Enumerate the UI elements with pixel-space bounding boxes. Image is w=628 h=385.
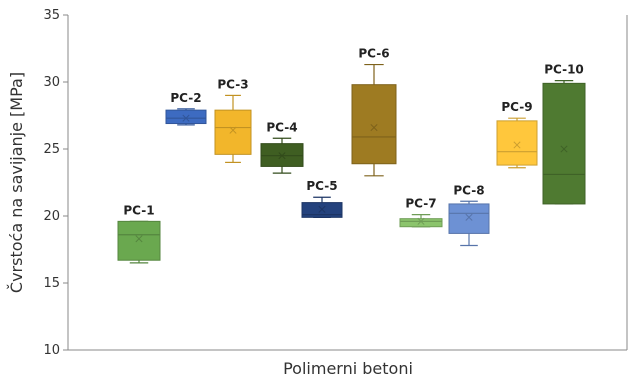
iqr-box (542, 82, 586, 205)
mean-marker (370, 124, 378, 132)
mean-marker (229, 126, 237, 134)
box-label: PC-2 (170, 91, 201, 105)
box-pc-7: PC-7 (399, 197, 443, 228)
box-pc-9: PC-9 (496, 100, 538, 169)
box-pc-3: PC-3 (214, 77, 252, 163)
mean-marker (513, 141, 521, 149)
box-pc-6: PC-6 (351, 47, 397, 177)
mean-marker (135, 235, 143, 243)
iqr-box (399, 218, 443, 228)
box-label: PC-5 (306, 179, 337, 193)
y-tick-label: 15 (43, 276, 60, 291)
box-label: PC-4 (266, 120, 297, 134)
box-label: PC-1 (123, 203, 154, 217)
box-label: PC-8 (453, 183, 484, 197)
mean-marker (182, 114, 190, 122)
box-label: PC-10 (544, 63, 584, 77)
mean-marker (560, 145, 568, 153)
iqr-box (165, 109, 207, 125)
mean-marker (278, 152, 286, 160)
mean-marker (417, 217, 425, 225)
y-tick-label: 20 (43, 209, 60, 224)
mean-marker (318, 205, 326, 213)
y-tick-label: 35 (43, 8, 60, 23)
x-axis-title: Polimerni betoni (283, 359, 413, 378)
box-label: PC-6 (358, 47, 389, 61)
iqr-box (117, 220, 161, 261)
y-tick-label: 10 (43, 343, 60, 358)
y-tick-label: 25 (43, 142, 60, 157)
box-pc-8: PC-8 (448, 183, 490, 247)
iqr-box (448, 203, 490, 234)
iqr-box (496, 120, 538, 166)
box-label: PC-7 (405, 197, 436, 211)
box-label: PC-9 (501, 100, 532, 114)
y-axis-title: Čvrstoća na savijanje [MPa] (7, 72, 26, 293)
box-pc-2: PC-2 (165, 91, 207, 126)
box-label: PC-3 (217, 77, 248, 91)
box-pc-10: PC-10 (542, 63, 586, 205)
box-pc-5: PC-5 (301, 179, 343, 218)
box-pc-1: PC-1 (117, 203, 161, 264)
iqr-box (214, 109, 252, 155)
y-tick-label: 30 (43, 75, 60, 90)
box-pc-4: PC-4 (260, 120, 304, 174)
mean-marker (465, 213, 473, 221)
iqr-box (351, 84, 397, 165)
